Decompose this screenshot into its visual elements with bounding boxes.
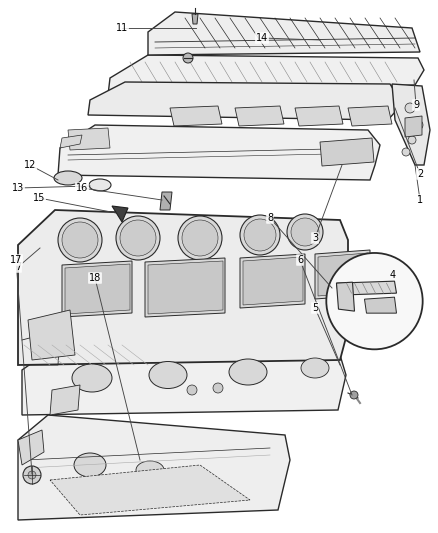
Text: 6: 6 [297,255,303,265]
Circle shape [350,391,358,399]
Circle shape [178,216,222,260]
Polygon shape [240,254,305,308]
Text: 16: 16 [76,183,88,193]
Polygon shape [192,14,198,24]
Ellipse shape [301,358,329,378]
Ellipse shape [89,179,111,191]
Polygon shape [170,106,222,126]
Circle shape [58,218,102,262]
Circle shape [402,148,410,156]
Text: 8: 8 [267,213,273,223]
Circle shape [405,103,415,113]
Circle shape [330,280,346,296]
Circle shape [213,383,223,393]
Polygon shape [405,116,422,137]
Polygon shape [50,385,80,415]
Polygon shape [160,192,172,210]
Text: 1: 1 [417,195,423,205]
Circle shape [183,53,193,63]
Polygon shape [392,84,430,165]
Polygon shape [320,138,374,166]
Polygon shape [18,415,290,520]
Circle shape [408,136,416,144]
Circle shape [120,220,156,256]
Polygon shape [58,125,380,180]
Polygon shape [88,82,400,120]
Polygon shape [336,282,354,311]
Polygon shape [235,106,284,126]
Polygon shape [65,264,130,314]
Text: 9: 9 [413,100,419,110]
Circle shape [187,385,197,395]
Circle shape [23,466,41,484]
Polygon shape [243,257,303,305]
Text: 12: 12 [24,160,36,170]
Circle shape [240,215,280,255]
Text: 2: 2 [417,169,423,179]
Polygon shape [364,297,396,313]
Circle shape [287,214,323,250]
Ellipse shape [72,364,112,392]
Circle shape [182,220,218,256]
Circle shape [244,219,276,251]
Circle shape [326,253,423,349]
Ellipse shape [229,359,267,385]
Circle shape [116,216,160,260]
Polygon shape [315,250,370,299]
Circle shape [62,222,98,258]
Polygon shape [22,342,346,415]
Polygon shape [108,55,424,95]
Circle shape [291,218,319,246]
Polygon shape [50,465,250,515]
Polygon shape [295,106,343,126]
Text: 3: 3 [312,233,318,243]
Polygon shape [18,430,44,465]
Text: 4: 4 [389,270,396,280]
Text: 17: 17 [10,255,22,265]
Ellipse shape [54,171,82,185]
Polygon shape [28,310,75,360]
Polygon shape [18,210,348,365]
Polygon shape [336,281,396,295]
Text: 15: 15 [33,193,45,203]
Circle shape [28,471,36,479]
Polygon shape [148,12,420,55]
Polygon shape [318,253,368,296]
Polygon shape [68,128,110,150]
Text: 13: 13 [12,183,24,193]
Circle shape [413,120,423,130]
Ellipse shape [136,461,164,479]
Text: 14: 14 [256,33,268,43]
Text: 5: 5 [312,303,318,313]
Text: 18: 18 [89,273,101,283]
Ellipse shape [149,361,187,389]
Polygon shape [112,206,128,222]
Polygon shape [348,106,392,126]
Polygon shape [145,258,225,317]
Polygon shape [148,261,223,314]
Polygon shape [62,261,132,317]
Text: 11: 11 [116,23,128,33]
Text: 7: 7 [15,262,21,272]
Polygon shape [60,135,82,148]
Ellipse shape [74,453,106,477]
